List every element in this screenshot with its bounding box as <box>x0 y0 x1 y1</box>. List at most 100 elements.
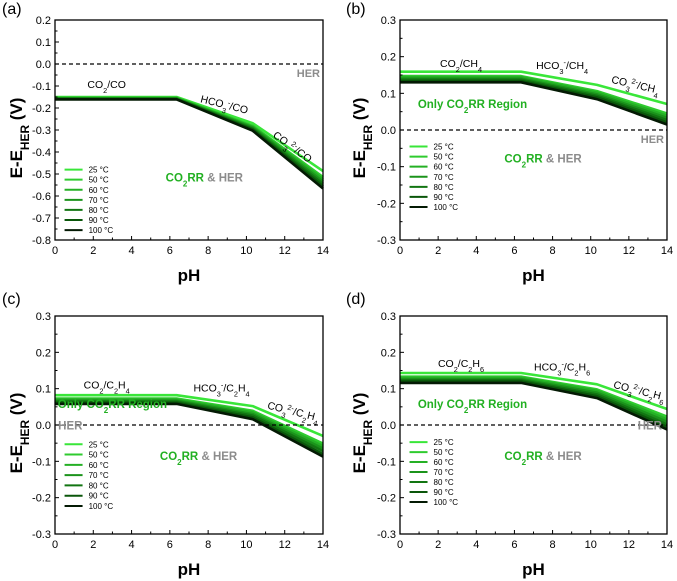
legend-label: 50 °C <box>89 451 109 460</box>
x-tick-label: 8 <box>205 539 211 551</box>
y-tick-label: -0.2 <box>32 493 51 505</box>
legend-label: 90 °C <box>89 216 109 225</box>
region-label: Only CO2RR Region <box>58 399 167 415</box>
her-label: HER <box>297 68 320 80</box>
legend-label: 70 °C <box>434 173 454 182</box>
y-tick-label: -0.5 <box>32 169 51 181</box>
y-tick-label: 0.3 <box>381 311 396 323</box>
x-tick-label: 6 <box>511 245 517 257</box>
x-tick-label: 2 <box>90 245 96 257</box>
y-tick-label: 0.2 <box>381 347 396 359</box>
y-tick-label: 0.1 <box>36 384 51 396</box>
legend-label: 100 °C <box>89 502 114 511</box>
panel-label: (c) <box>2 291 21 308</box>
series-group <box>55 393 324 458</box>
legend-label: 50 °C <box>434 153 454 162</box>
x-tick-label: 12 <box>279 245 291 257</box>
series-line <box>400 381 668 431</box>
legend-label: 25 °C <box>89 166 109 175</box>
region-label: HER <box>58 421 83 433</box>
region-label: Only CO2RR Region <box>418 399 527 415</box>
legend-label: 25 °C <box>89 440 109 449</box>
y-axis-label: E-EHER (V) <box>350 393 375 474</box>
legend-label: 80 °C <box>434 478 454 487</box>
y-axis-label: E-EHER (V) <box>7 98 32 179</box>
series-line <box>400 371 668 411</box>
series-line <box>55 402 324 458</box>
legend-label: 60 °C <box>89 186 109 195</box>
x-tick-label: 8 <box>205 245 211 257</box>
x-tick-label: 2 <box>90 539 96 551</box>
panel-2: (c) 0 2 4 6 8 10 12 14 0.3 0.2 0.1 0.0 -0.1 -0.2 -0.3 pH… <box>2 291 329 579</box>
y-tick-label: -0.3 <box>377 529 396 541</box>
x-tick-label: 4 <box>129 245 135 257</box>
legend-label: 70 °C <box>89 471 109 480</box>
y-tick-label: -0.1 <box>377 162 396 174</box>
series-group <box>400 70 668 126</box>
x-tick-label: 8 <box>550 539 556 551</box>
y-tick-label: -0.7 <box>32 213 51 225</box>
x-tick-label: 10 <box>585 539 597 551</box>
panel-0: (a) 0 2 4 6 8 10 12 14 0.2 0.1 0.0 -0.1 -0.2 -0.3 -0.4 -… <box>2 1 329 285</box>
species-annotation: CO32-/CH4 <box>609 72 660 100</box>
x-tick-label: 4 <box>473 245 479 257</box>
x-tick-label: 10 <box>240 245 252 257</box>
legend-label: 50 °C <box>89 176 109 185</box>
y-tick-label: -0.3 <box>377 235 396 247</box>
y-tick-label: 0.0 <box>36 59 51 71</box>
y-tick-label: -0.1 <box>32 456 51 468</box>
y-tick-label: 0.2 <box>36 347 51 359</box>
species-annotation: CO2/CH4 <box>440 58 482 74</box>
x-tick-label: 10 <box>585 245 597 257</box>
region-label: CO2RR & HER <box>504 451 582 467</box>
x-axis-label: pH <box>178 560 201 579</box>
legend-label: 25 °C <box>434 438 454 447</box>
y-tick-label: 0.2 <box>36 15 51 27</box>
legend-label: 60 °C <box>89 461 109 470</box>
y-tick-label: 0.2 <box>381 52 396 64</box>
y-tick-label: -0.1 <box>377 456 396 468</box>
legend-label: 50 °C <box>434 448 454 457</box>
legend-label: 70 °C <box>434 468 454 477</box>
her-label: HER <box>641 134 664 146</box>
series-line <box>400 376 668 421</box>
y-tick-label: -0.3 <box>32 529 51 541</box>
x-tick-label: 12 <box>623 539 635 551</box>
series-line <box>55 98 324 190</box>
species-annotation: HCO3-/C2H4 <box>193 380 249 398</box>
species-annotation: CO2/C2H6 <box>438 358 484 374</box>
legend-label: 80 °C <box>89 206 109 215</box>
y-tick-label: -0.6 <box>32 191 51 203</box>
legend-label: 100 °C <box>434 498 459 507</box>
y-tick-label: 0.1 <box>36 37 51 49</box>
x-tick-label: 0 <box>52 245 58 257</box>
x-tick-label: 6 <box>167 539 173 551</box>
legend-label: 90 °C <box>434 488 454 497</box>
region-label: CO2RR & HER <box>160 451 238 467</box>
legend-label: 90 °C <box>89 492 109 501</box>
x-tick-label: 12 <box>279 539 291 551</box>
series-line <box>400 78 668 122</box>
y-tick-label: 0.3 <box>381 15 396 27</box>
x-tick-label: 2 <box>435 245 441 257</box>
x-tick-label: 0 <box>397 539 403 551</box>
y-tick-label: -0.3 <box>32 125 51 137</box>
panel-label: (a) <box>2 1 22 18</box>
series-line <box>400 75 668 117</box>
x-tick-label: 4 <box>473 539 479 551</box>
y-tick-label: 0.0 <box>381 125 396 137</box>
x-tick-label: 8 <box>550 245 556 257</box>
x-tick-label: 0 <box>397 245 403 257</box>
legend-label: 25 °C <box>434 143 454 152</box>
series-line <box>55 393 324 438</box>
y-axis-label: E-EHER (V) <box>350 98 375 179</box>
y-tick-label: 0.0 <box>36 420 51 432</box>
legend-label: 100 °C <box>434 203 459 212</box>
species-annotation: HCO3-/C2H6 <box>534 359 590 377</box>
series-line <box>400 70 668 106</box>
y-tick-label: -0.4 <box>32 147 51 159</box>
panel-label: (d) <box>346 291 366 308</box>
